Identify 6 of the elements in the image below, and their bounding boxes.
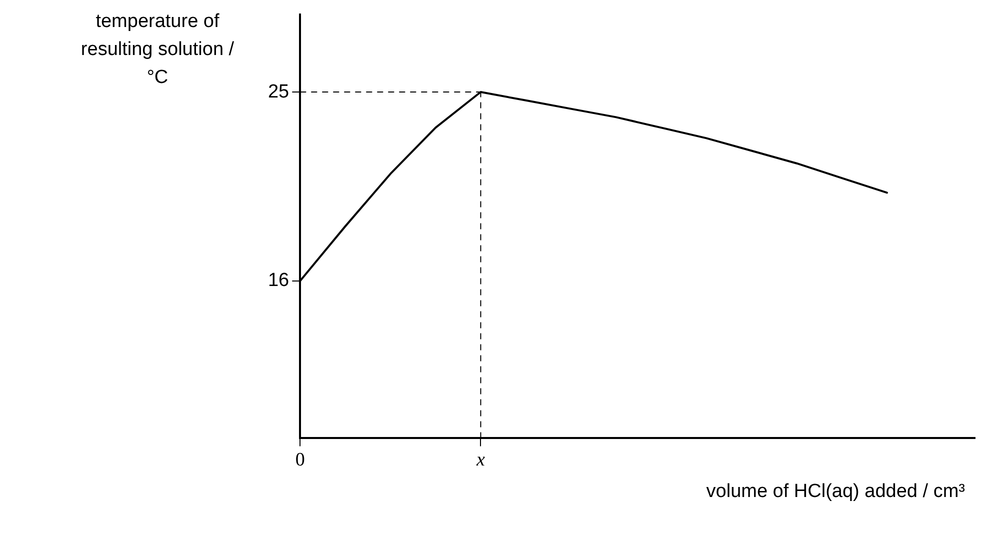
x-tick-label: x [475,450,486,471]
y-axis-title: temperature of resulting solution / °C [80,10,236,90]
y-tick-label: 25 [268,81,290,102]
x-axis-title: volume of HCl(aq) added / cm³ [705,480,965,504]
x-tick-label: 0 [295,450,305,471]
y-tick-label: 16 [268,270,290,292]
